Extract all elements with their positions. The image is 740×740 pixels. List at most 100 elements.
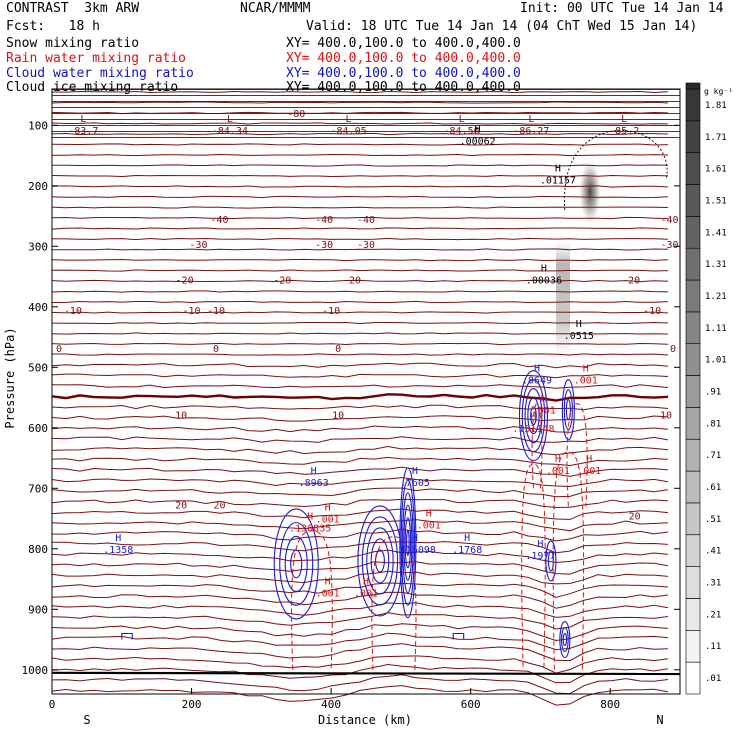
x-tick-label: 200: [182, 698, 202, 711]
extremum-marker: H: [541, 394, 547, 405]
y-tick-label: 400: [28, 301, 48, 314]
temperature-line: [51, 655, 669, 674]
temperature-line: [51, 332, 669, 335]
colorbar-swatch: [685, 502, 701, 535]
colorbar-label: 1.11: [705, 324, 727, 334]
colorbar: .01 .11 .21 .31 .41 .51 .61 .71 .81 .91 1.01 1.11 1.…: [685, 82, 727, 695]
extremum-marker: H: [325, 503, 331, 514]
cloud-water-cell: [273, 508, 319, 620]
extremum-value: .7605: [400, 478, 430, 489]
colorbar-label: .51: [705, 515, 721, 525]
cloud-water-cell: [284, 535, 308, 592]
temperature-label: 0: [670, 344, 676, 355]
temperature-line: [51, 153, 669, 157]
extremum-value: .8649: [522, 375, 552, 386]
extremum-value: .1358: [103, 545, 133, 556]
temperature-line: [51, 258, 669, 262]
extremum-value: .001: [532, 406, 556, 417]
colorbar-label: 1.51: [705, 196, 727, 206]
temperature-label: -30: [661, 240, 679, 251]
extremum-value: .001: [546, 466, 570, 477]
extremum-value: -85.2: [609, 126, 639, 137]
rain-water-cell: [371, 536, 417, 670]
model-label: CONTRAST 3km ARW: [6, 1, 140, 16]
cloud-water-cell: [403, 504, 413, 581]
plot-frame: [51, 88, 681, 695]
cloud-water-cell: [561, 626, 569, 653]
temperature-line: [51, 164, 669, 167]
extremum-value: .001: [316, 515, 340, 526]
cloud-water-cell: [402, 492, 414, 594]
colorbar-swatch: [685, 279, 701, 313]
temperature-line: [51, 185, 669, 188]
extremum-value: .136835: [289, 524, 331, 535]
valid-time: Valid: 18 UTC Tue 14 Jan 14 (04 ChT Wed …: [306, 19, 698, 34]
temperature-label: 0: [335, 344, 341, 355]
cloud-ice-contours: [564, 129, 668, 211]
extremum-value: .0515: [564, 331, 594, 342]
y-tick-label: 900: [28, 603, 48, 616]
cloud-water-cell: [406, 529, 410, 556]
temperature-line: [51, 549, 669, 564]
colorbar-swatch: [685, 598, 701, 631]
temperature-line: [51, 415, 669, 422]
cloud-water-cell: [524, 388, 543, 444]
x-tick-label: 600: [461, 698, 481, 711]
temperature-contours: [51, 88, 681, 706]
temperature-label: -30: [357, 240, 375, 251]
rain-water-cell: [552, 451, 585, 670]
colorbar-label: .01: [705, 674, 721, 684]
temperature-label: -40: [661, 215, 679, 226]
colorbar-label: 1.21: [705, 292, 727, 302]
temperature-line: [51, 404, 669, 411]
temperature-line: [51, 561, 669, 575]
temperature-label: -10: [64, 306, 82, 317]
colorbar-label: .11: [705, 642, 721, 652]
extrema-labels: L-83.7L-84.34L-84.05L-84.56L-86.27L-85.2…: [68, 114, 639, 599]
cloud-water-small: [121, 632, 133, 640]
x-axis-start-label: S: [83, 713, 90, 727]
extremum-value: .001: [577, 466, 601, 477]
temperature-line: [52, 528, 669, 542]
cloud-water-cell: [375, 549, 385, 573]
colorbar-label: 1.01: [705, 356, 727, 366]
y-tick-label: 100: [28, 119, 48, 132]
extremum-value: -83.7: [68, 126, 98, 137]
colorbar-label: .21: [705, 610, 721, 620]
extremum-value: .1768: [452, 545, 482, 556]
temperature-line: [51, 362, 669, 369]
y-axis-label: Pressure (hPa): [3, 327, 17, 428]
temperature-line: [51, 591, 669, 609]
cloud-water-cell: [370, 538, 390, 584]
y-tick-label: 1000: [22, 664, 49, 677]
temperature-line: [51, 477, 669, 488]
colorbar-label: .81: [705, 419, 721, 429]
colorbar-swatch: [685, 629, 701, 663]
init-time: Init: 00 UTC Tue 14 Jan 14: [520, 1, 724, 16]
temperature-line: [51, 612, 669, 630]
temperature-line: [51, 321, 669, 325]
rain-water-cell: [521, 463, 546, 667]
extremum-marker: L: [459, 114, 465, 125]
colorbar-label: .71: [705, 451, 721, 461]
colorbar-swatch: [685, 343, 701, 376]
temperature-label: -40: [357, 215, 375, 226]
extremum-value: .001: [417, 521, 441, 532]
colorbar-label: 1.61: [705, 165, 727, 175]
colorbar-label: 1.81: [705, 101, 727, 111]
temperature-label: 10: [175, 410, 187, 421]
colorbar-swatch: [685, 216, 701, 249]
org-label: NCAR/MMMM: [240, 1, 311, 16]
x-tick-label: 400: [321, 698, 341, 711]
cloud-water-cell: [527, 397, 540, 435]
extremum-value: .00062: [460, 136, 496, 147]
colorbar-unit: g kg⁻¹: [704, 87, 733, 96]
extremum-marker: H: [464, 533, 470, 544]
colorbar-label: .61: [705, 483, 721, 493]
forecast-hour: Fcst: 18 h: [6, 19, 100, 34]
extremum-marker: H: [555, 164, 561, 175]
temperature-line: [51, 122, 669, 125]
snow-field-xy: XY= 400.0,100.0 to 400.0,400.0: [286, 36, 521, 51]
cloud-water-cell: [530, 406, 537, 426]
